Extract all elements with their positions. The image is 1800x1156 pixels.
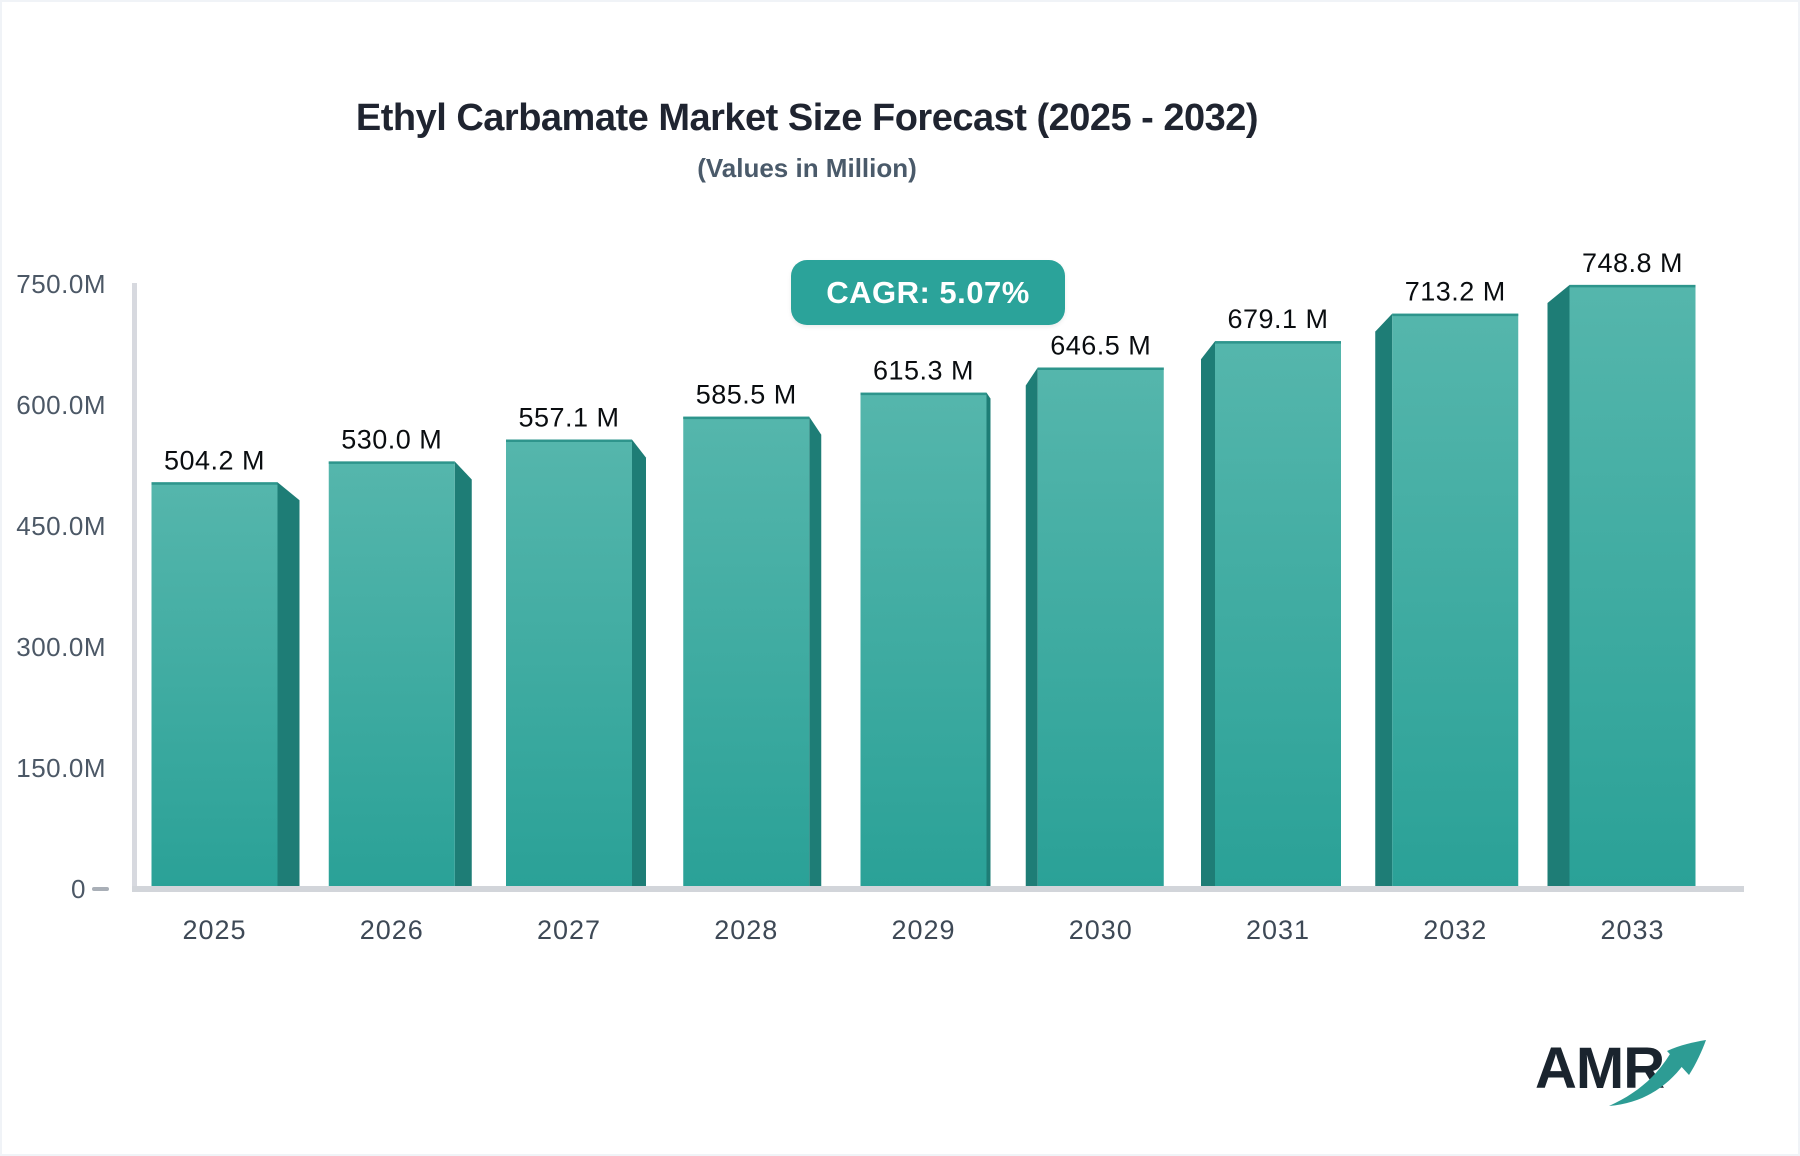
bar-face xyxy=(506,439,632,889)
bar-value-label: 615.3 M xyxy=(873,356,974,386)
y-axis-tick-label: 0 xyxy=(71,874,86,904)
x-axis-tick-label: 2027 xyxy=(537,915,601,945)
brand-logo: AMR xyxy=(1535,1035,1755,1125)
bar-group-2025: 504.2 M xyxy=(151,445,300,889)
x-axis-tick-label: 2029 xyxy=(891,915,955,945)
bar-face xyxy=(1037,367,1164,889)
cagr-badge-label: CAGR: 5.07% xyxy=(826,275,1030,310)
y-axis-tick-label: 150.0M xyxy=(16,753,106,783)
bar-value-label: 646.5 M xyxy=(1050,330,1151,360)
bar-value-label: 530.0 M xyxy=(341,424,442,454)
bar-face xyxy=(328,461,455,889)
bar-face xyxy=(683,416,810,889)
bar-group-2032: 713.2 M xyxy=(1375,277,1519,890)
x-axis-tick-label: 2025 xyxy=(182,915,246,945)
bar-face xyxy=(151,482,278,889)
bar-side-face xyxy=(1025,367,1038,889)
x-axis-tick-label: 2031 xyxy=(1246,915,1310,945)
cagr-badge: CAGR: 5.07% xyxy=(791,260,1065,325)
chart-title: Ethyl Carbamate Market Size Forecast (20… xyxy=(355,97,1259,139)
bar-value-label: 557.1 M xyxy=(518,403,619,433)
bar-face xyxy=(860,392,987,889)
y-axis-tick-label: 600.0M xyxy=(16,390,106,420)
bar-value-label: 679.1 M xyxy=(1227,304,1328,334)
chart-subtitle: (Values in Million) xyxy=(697,153,917,183)
bar-face xyxy=(1569,284,1696,889)
y-axis-tick-label: 300.0M xyxy=(16,632,106,662)
bar-group-2026: 530.0 M xyxy=(328,424,472,889)
bar-group-2033: 748.8 M xyxy=(1547,248,1696,889)
x-axis-tick-label: 2032 xyxy=(1423,915,1487,945)
bar-side-face xyxy=(809,416,822,889)
y-axis-line xyxy=(132,283,137,892)
bar-side-face xyxy=(454,461,472,889)
bar-value-label: 585.5 M xyxy=(696,380,797,410)
bar-face xyxy=(1392,313,1519,890)
bar-side-face xyxy=(1547,284,1570,889)
x-axis-tick-label: 2033 xyxy=(1600,915,1664,945)
bar-side-face xyxy=(632,439,646,889)
bar-value-label: 748.8 M xyxy=(1582,248,1683,278)
bar-side-face xyxy=(1201,341,1215,890)
zero-tick-dash xyxy=(92,887,109,891)
x-axis-tick-label: 2030 xyxy=(1069,915,1133,945)
bar-face xyxy=(1215,341,1341,890)
x-axis-line xyxy=(132,886,1744,892)
bar-side-face xyxy=(277,482,300,889)
y-axis-tick-label: 750.0M xyxy=(16,269,106,299)
bar-value-label: 504.2 M xyxy=(164,445,265,475)
bar-group-2029: 615.3 M xyxy=(860,356,991,889)
y-axis-tick-label: 450.0M xyxy=(16,511,106,541)
x-axis-tick-label: 2028 xyxy=(714,915,778,945)
bar-group-2030: 646.5 M xyxy=(1025,330,1164,889)
bar-side-face xyxy=(1375,313,1393,890)
logo-arrow-icon xyxy=(1609,1040,1706,1106)
bar-value-label: 713.2 M xyxy=(1405,277,1506,307)
bar-side-face xyxy=(986,392,991,889)
bar-group-2027: 557.1 M xyxy=(506,403,646,889)
x-axis-tick-label: 2026 xyxy=(360,915,424,945)
bar-group-2031: 679.1 M xyxy=(1201,304,1341,890)
bar-group-2028: 585.5 M xyxy=(683,380,822,889)
